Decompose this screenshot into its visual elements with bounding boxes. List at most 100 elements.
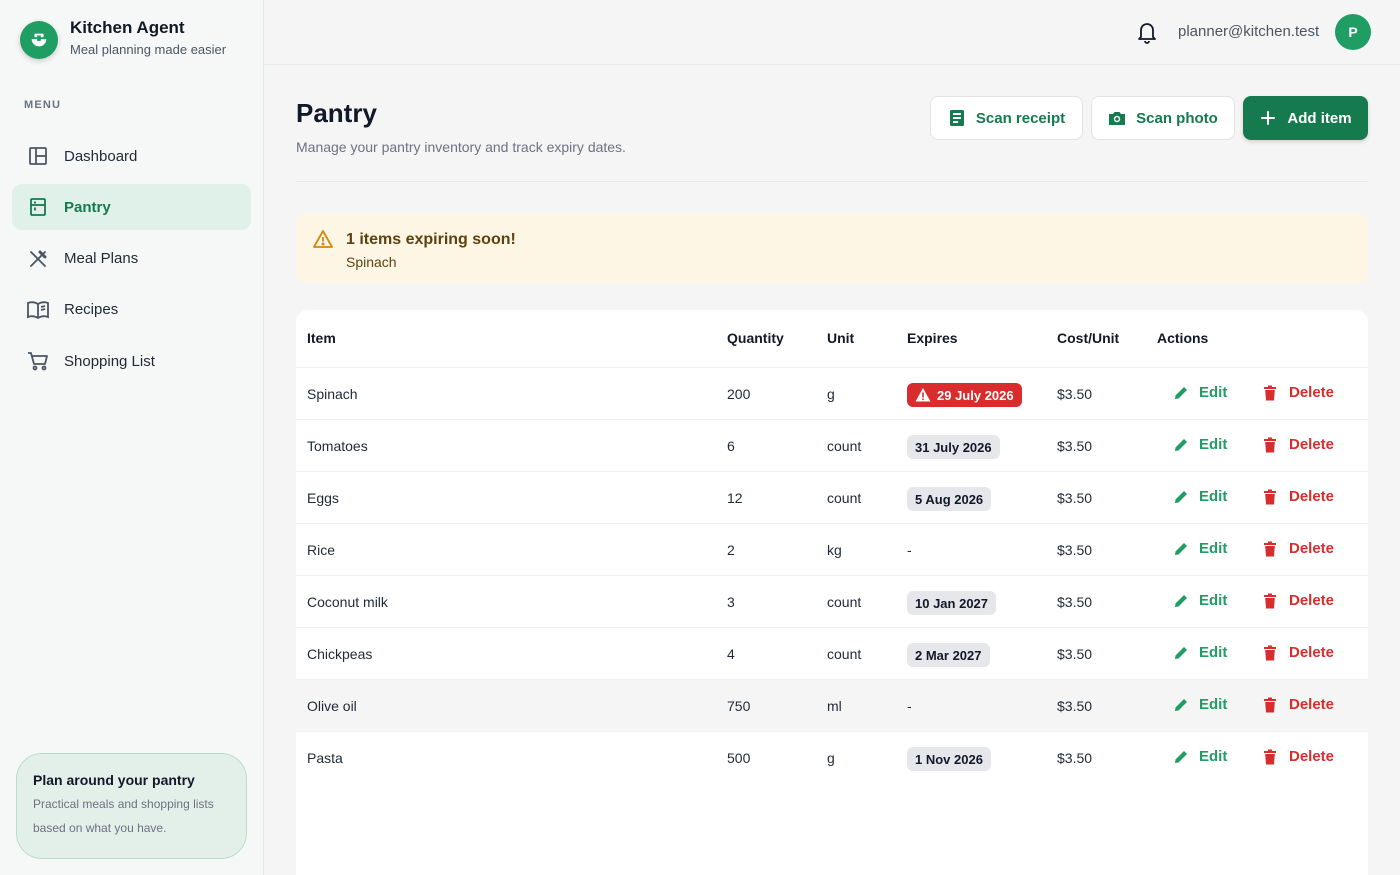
sidebar-item-dashboard[interactable]: Dashboard <box>12 133 251 179</box>
warning-icon <box>313 229 333 249</box>
avatar[interactable]: P <box>1335 14 1371 50</box>
column-header-expires: Expires <box>907 330 958 346</box>
brand-title: Kitchen Agent <box>70 18 185 37</box>
cell-unit: count <box>827 594 862 610</box>
delete-label: Delete <box>1289 384 1335 401</box>
delete-button[interactable]: Delete <box>1263 592 1334 609</box>
brand-subtitle: Meal planning made easier <box>70 42 227 57</box>
cell-quantity: 6 <box>727 438 735 454</box>
cell-item: Tomatoes <box>307 438 368 454</box>
sidebar-item-meal-plans[interactable]: Meal Plans <box>12 236 251 282</box>
trash-icon <box>1263 541 1279 557</box>
cell-cost: $3.50 <box>1057 594 1093 610</box>
edit-label: Edit <box>1199 540 1228 557</box>
sidebar-item-pantry[interactable]: Pantry <box>12 184 251 231</box>
edit-button[interactable]: Edit <box>1173 540 1227 557</box>
top-bar: planner@kitchen.test P <box>264 0 1400 65</box>
notification-bell-icon[interactable] <box>1136 20 1158 44</box>
sidebar-item-label: Meal Plans <box>64 250 139 268</box>
table-row: Olive oil 750 ml - $3.50 Edit Delete <box>296 679 1368 731</box>
edit-button[interactable]: Edit <box>1173 592 1227 609</box>
table-row: Eggs 12 count 5 Aug 2026 $3.50 Edit Delete <box>296 471 1368 523</box>
cell-quantity: 3 <box>727 594 735 610</box>
add-item-label: Add item <box>1287 109 1352 127</box>
delete-button[interactable]: Delete <box>1263 696 1334 713</box>
delete-button[interactable]: Delete <box>1263 488 1334 505</box>
delete-button[interactable]: Delete <box>1263 384 1334 401</box>
column-header-actions: Actions <box>1157 330 1209 346</box>
cell-item: Pasta <box>307 750 343 766</box>
expiry-badge: 1 Nov 2026 <box>907 747 991 771</box>
column-header-cost: Cost/Unit <box>1057 330 1120 346</box>
delete-label: Delete <box>1289 644 1335 661</box>
pencil-icon <box>1173 749 1189 765</box>
cell-unit: ml <box>827 698 842 714</box>
edit-button[interactable]: Edit <box>1173 644 1227 661</box>
trash-icon <box>1263 437 1279 453</box>
trash-icon <box>1263 593 1279 609</box>
trash-icon <box>1263 697 1279 713</box>
brand[interactable]: Kitchen Agent Meal planning made easier <box>20 18 226 59</box>
page-title: Pantry <box>296 98 377 128</box>
menu-label: MENU <box>24 99 62 111</box>
column-header-quantity: Quantity <box>727 330 784 346</box>
cell-item: Coconut milk <box>307 594 388 610</box>
cell-quantity: 500 <box>727 750 751 766</box>
alert-items: Spinach <box>346 254 397 270</box>
sidebar-nav: Dashboard Pantry Meal Plans Recipes Shop… <box>12 133 251 389</box>
cell-unit: count <box>827 646 862 662</box>
pantry-icon <box>26 195 50 219</box>
table-row: Pasta 500 g 1 Nov 2026 $3.50 Edit Delete <box>296 731 1368 783</box>
edit-label: Edit <box>1199 748 1228 765</box>
pencil-icon <box>1173 541 1189 557</box>
expiry-badge: 10 Jan 2027 <box>907 591 997 615</box>
cell-cost: $3.50 <box>1057 646 1093 662</box>
sidebar-item-recipes[interactable]: Recipes <box>12 287 251 333</box>
cell-unit: g <box>827 750 835 766</box>
sidebar-item-shopping-list[interactable]: Shopping List <box>12 338 251 384</box>
scan-receipt-button[interactable]: Scan receipt <box>930 96 1083 140</box>
table-row: Tomatoes 6 count 31 July 2026 $3.50 Edit Delet… <box>296 419 1368 471</box>
dashboard-icon <box>26 144 50 168</box>
delete-button[interactable]: Delete <box>1263 748 1334 765</box>
trash-icon <box>1263 489 1279 505</box>
delete-label: Delete <box>1289 540 1335 557</box>
cell-quantity: 4 <box>727 646 735 662</box>
edit-label: Edit <box>1199 436 1228 453</box>
cell-expires: - <box>907 542 912 558</box>
edit-label: Edit <box>1199 644 1228 661</box>
edit-button[interactable]: Edit <box>1173 384 1227 401</box>
cell-cost: $3.50 <box>1057 542 1093 558</box>
delete-button[interactable]: Delete <box>1263 644 1334 661</box>
cell-unit: g <box>827 386 835 402</box>
edit-button[interactable]: Edit <box>1173 696 1227 713</box>
cell-item: Spinach <box>307 386 358 402</box>
delete-button[interactable]: Delete <box>1263 436 1334 453</box>
edit-button[interactable]: Edit <box>1173 748 1227 765</box>
cell-quantity: 200 <box>727 386 751 402</box>
expiry-date: 5 Aug 2026 <box>915 491 984 507</box>
edit-label: Edit <box>1199 592 1228 609</box>
sidebar-item-label: Pantry <box>64 198 111 216</box>
brand-logo-icon <box>20 21 58 59</box>
expiry-badge: 31 July 2026 <box>907 435 1000 459</box>
sidebar-item-label: Shopping List <box>64 352 155 370</box>
cell-item: Olive oil <box>307 698 357 714</box>
receipt-icon <box>948 109 966 127</box>
cell-unit: kg <box>827 542 842 558</box>
delete-button[interactable]: Delete <box>1263 540 1334 557</box>
promo-card: Plan around your pantry Practical meals … <box>16 753 247 859</box>
delete-label: Delete <box>1289 696 1335 713</box>
scan-photo-button[interactable]: Scan photo <box>1091 96 1235 140</box>
table-row: Spinach 200 g 29 July 2026 $3.50 Edit Delete <box>296 367 1368 419</box>
pencil-icon <box>1173 489 1189 505</box>
utensils-icon <box>26 247 50 271</box>
add-item-button[interactable]: Add item <box>1243 96 1368 140</box>
expiry-date: 29 July 2026 <box>937 387 1014 403</box>
edit-button[interactable]: Edit <box>1173 488 1227 505</box>
delete-label: Delete <box>1289 748 1335 765</box>
expiry-badge: 5 Aug 2026 <box>907 487 992 511</box>
plus-icon <box>1259 109 1277 127</box>
edit-button[interactable]: Edit <box>1173 436 1227 453</box>
scan-receipt-label: Scan receipt <box>975 109 1066 127</box>
